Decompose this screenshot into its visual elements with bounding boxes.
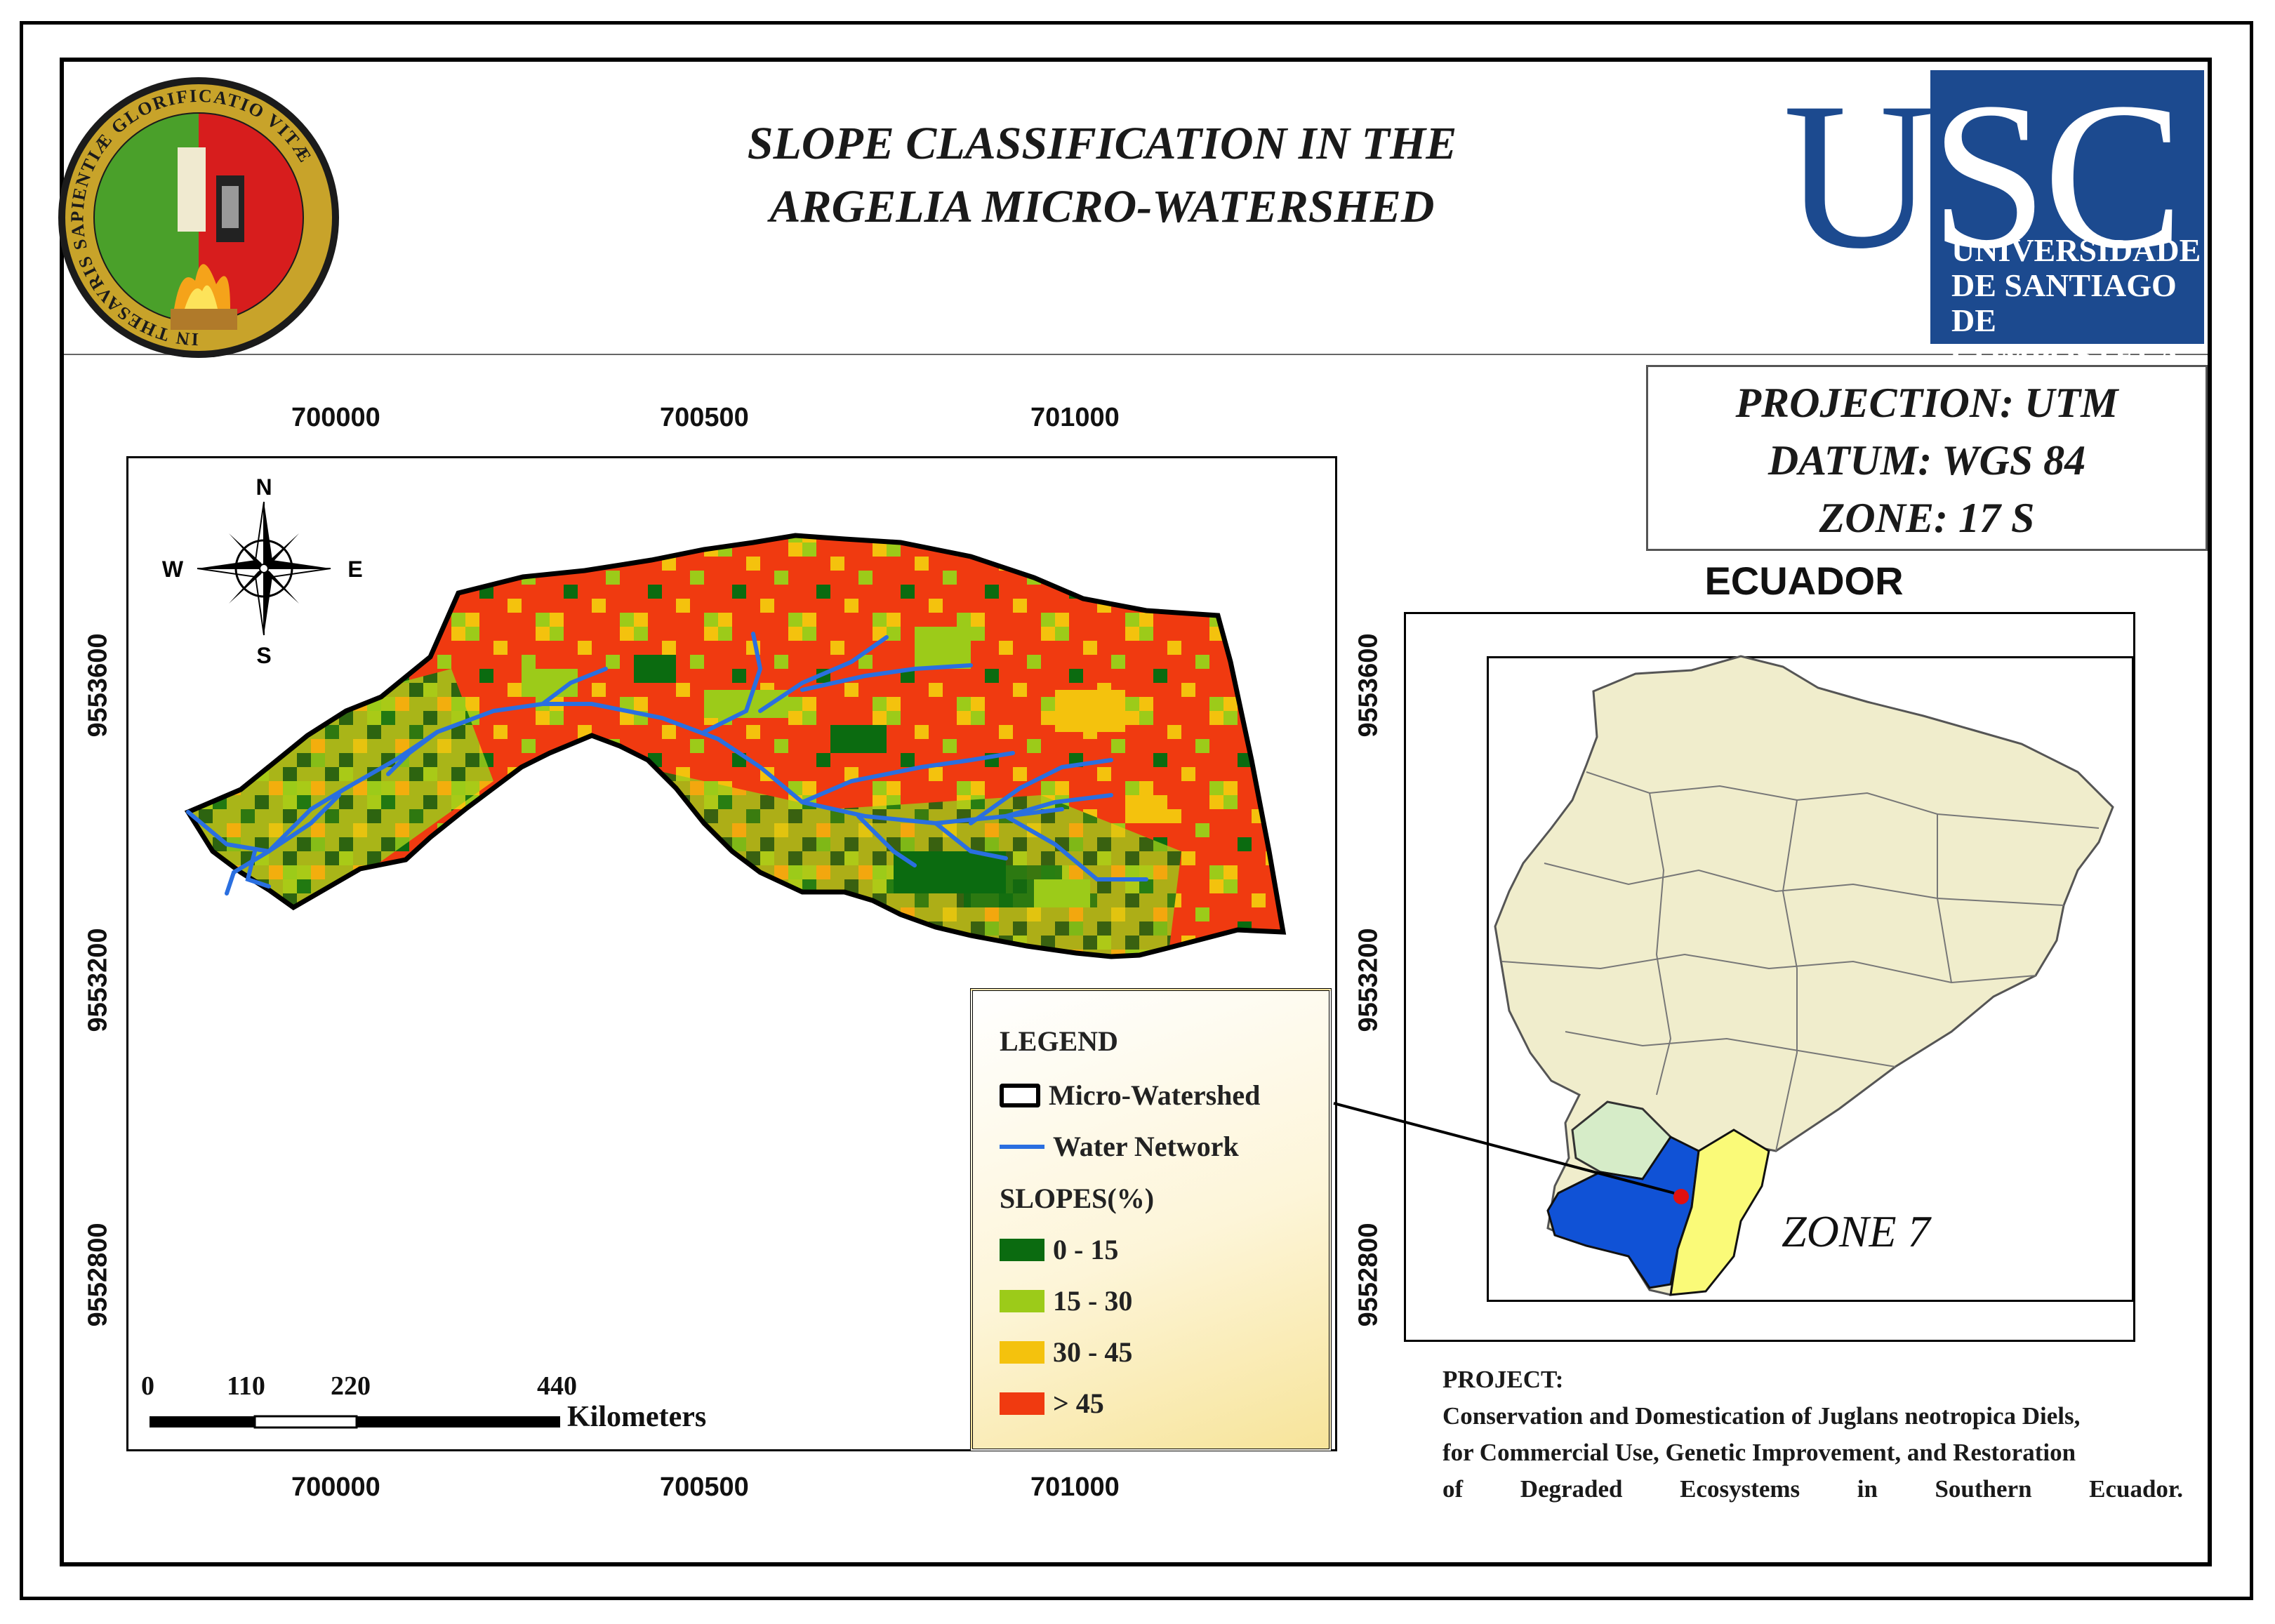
usc-line-1: UNIVERSIDADE — [1951, 232, 2201, 268]
usc-logo: U SC UNIVERSIDADE DE SANTIAGO DE COMPOST… — [1783, 59, 2204, 373]
map-title: SLOPE CLASSIFICATION IN THE ARGELIA MICR… — [632, 112, 1572, 239]
province-lines — [1501, 771, 2100, 1152]
project-line-1: Conservation and Domestication of Juglan… — [1442, 1402, 2081, 1430]
title-line-2: ARGELIA MICRO-WATERSHED — [769, 181, 1435, 232]
slope-swatch-4 — [1000, 1392, 1044, 1415]
compass-e: E — [347, 557, 362, 582]
project-heading: PROJECT: — [1442, 1366, 1564, 1393]
datum-line: DATUM: WGS 84 — [1767, 437, 2086, 484]
slope-swatch-3 — [1000, 1340, 1044, 1364]
usc-name: UNIVERSIDADE DE SANTIAGO DE COMPOSTELA — [1951, 233, 2204, 373]
legend-row-slope-4: > 45 — [1000, 1387, 1104, 1420]
legend-title: LEGEND — [1000, 1025, 1118, 1057]
x-label-top-2: 700500 — [660, 403, 749, 432]
x-label-top-3: 701000 — [1030, 403, 1120, 432]
compass-n: N — [256, 474, 272, 500]
slope-label-2: 15 - 30 — [1053, 1285, 1133, 1317]
x-label-bottom-1: 700000 — [291, 1472, 380, 1502]
projection-box: PROJECTION: UTM DATUM: WGS 84 ZONE: 17 S — [1646, 365, 2208, 551]
study-site-marker — [1673, 1189, 1689, 1204]
title-line-1: SLOPE CLASSIFICATION IN THE — [747, 118, 1457, 169]
slope-map: N S E W — [150, 474, 1287, 1429]
zone-7-label: ZONE 7 — [1782, 1206, 1930, 1256]
x-label-bottom-3: 701000 — [1030, 1472, 1120, 1502]
slope-swatch-2 — [1000, 1289, 1044, 1312]
scale-tick-0: 0 — [141, 1371, 154, 1401]
project-line-2: for Commercial Use, Genetic Improvement,… — [1442, 1439, 2076, 1466]
scale-tick-440: 440 — [537, 1371, 577, 1401]
legend-row-water: Water Network — [1000, 1130, 1239, 1163]
outer-frame — [20, 21, 2253, 1600]
zone-line: ZONE: 17 S — [1819, 495, 2035, 541]
legend-water-label: Water Network — [1053, 1131, 1239, 1162]
slope-label-4: > 45 — [1053, 1387, 1104, 1419]
scale-tick-220: 220 — [331, 1371, 371, 1401]
watershed-swatch — [1000, 1083, 1040, 1107]
x-label-top-1: 700000 — [291, 403, 380, 432]
compass-w: W — [162, 557, 184, 582]
projection-line: PROJECTION: UTM — [1735, 380, 2118, 426]
inset-inner-frame — [1487, 656, 2134, 1302]
inset-title: ECUADOR — [1704, 559, 1904, 603]
watershed-boundary — [184, 533, 1287, 959]
slope-swatch-1 — [1000, 1238, 1044, 1261]
compass-s: S — [256, 643, 271, 668]
project-description: PROJECT: Conservation and Domestication … — [1442, 1362, 2183, 1507]
legend-box: LEGEND Micro-Watershed Water Network SLO… — [970, 988, 1332, 1451]
usc-line-3: DE COMPOSTELA — [1951, 302, 2182, 373]
main-map-frame: N S E W 0 110 220 440 Kilometers — [126, 456, 1337, 1451]
legend-slopes-title: SLOPES(%) — [1000, 1183, 1155, 1214]
usc-letters-sc: SC — [1930, 59, 2184, 292]
usc-letter-u: U — [1783, 59, 1935, 292]
zamora-province — [1669, 1129, 1770, 1296]
leader-line — [1333, 1102, 1675, 1194]
compass-rose-icon: N S E W — [162, 474, 363, 668]
water-network — [186, 632, 1148, 896]
scale-unit: Kilometers — [567, 1401, 707, 1433]
scale-tick-110: 110 — [227, 1371, 265, 1401]
water-swatch — [1000, 1144, 1044, 1149]
legend-row-slope-2: 15 - 30 — [1000, 1284, 1132, 1317]
legend-row-slope-1: 0 - 15 — [1000, 1233, 1118, 1266]
inner-frame — [60, 58, 2212, 1566]
legend-row-watershed: Micro-Watershed — [1000, 1079, 1260, 1112]
university-seal-logo: IN THESAVRIS SAPIENTIÆ GLORIFICATIO VITÆ — [34, 70, 364, 358]
usc-panel: SC UNIVERSIDADE DE SANTIAGO DE COMPOSTEL… — [1930, 59, 2204, 373]
slope-label-1: 0 - 15 — [1053, 1234, 1119, 1265]
slope-label-3: 30 - 45 — [1053, 1336, 1133, 1368]
legend-row-slope-3: 30 - 45 — [1000, 1336, 1132, 1369]
scale-bar — [150, 1415, 560, 1429]
header-divider — [64, 354, 2208, 355]
usc-line-2: DE SANTIAGO — [1951, 267, 2177, 303]
x-label-bottom-2: 700500 — [660, 1472, 749, 1502]
legend-watershed-label: Micro-Watershed — [1049, 1079, 1261, 1111]
project-line-3: of Degraded Ecosystems in Southern Ecuad… — [1442, 1475, 2183, 1503]
